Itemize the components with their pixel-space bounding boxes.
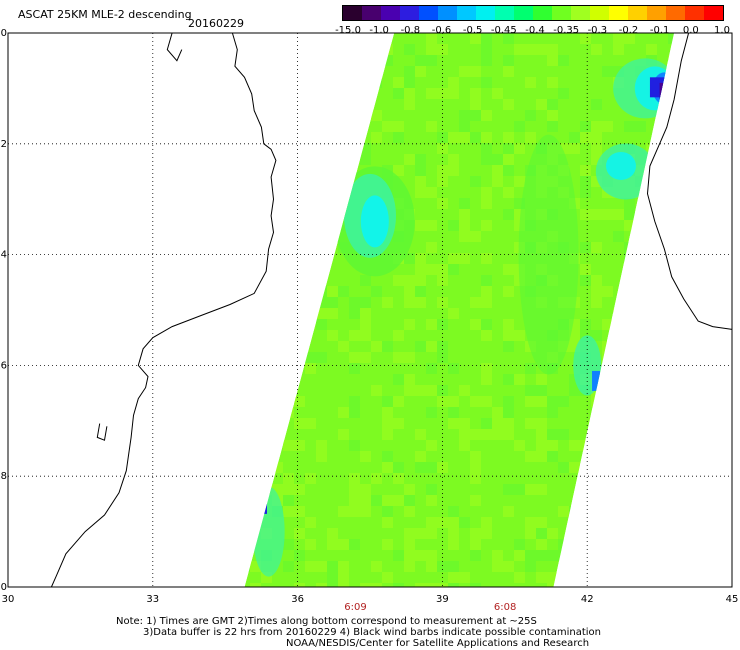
color-scale-label: -1.0 [369,25,389,36]
coastline-mozambique [50,32,277,588]
color-swatch-19 [704,6,723,20]
color-swatch-10 [533,6,552,20]
color-swatch-0 [343,6,362,20]
color-swatch-18 [685,6,704,20]
color-scale-labels: -15.0 -1.0 -0.8 -0.6 -0.5 -0.45 -0.4 -0.35 -0.3-… [330,25,736,37]
purple-cell [659,82,675,113]
note-line-2: 3)Data buffer is 22 hrs from 20160229 4)… [143,627,601,638]
lon-tick-label: 42 [581,594,594,605]
color-swatch-8 [495,6,514,20]
map-frame [7,32,733,588]
color-scale-label: -0.3 [587,25,608,36]
lat-tick-label: -24 [0,250,7,261]
color-scale-label: 1.0 [714,25,730,36]
lat-tick-label: -26 [0,360,7,371]
coastline-madagascar [646,32,733,330]
lon-tick-label: 36 [291,594,304,605]
color-swatch-4 [419,6,438,20]
coastline [50,32,733,588]
color-swatch-1 [362,6,381,20]
color-scale-label: -15.0 [335,25,361,36]
color-scale-label: -0.2 [618,25,639,36]
indigo-cell [649,77,668,98]
lon-tick-label: 33 [146,594,159,605]
product-title: ASCAT 25KM MLE-2 descending [18,8,192,21]
color-swatch-6 [457,6,476,20]
lat-tick-label: -30 [0,582,7,593]
color-scale-label: -0.6 [431,25,452,36]
product-date: 20160229 [188,17,244,30]
time-labels: 6:09 6:08 [344,602,516,613]
coastline-island-north [166,32,183,62]
lat-tick-label: -20 [0,28,7,39]
color-swatch-5 [438,6,457,20]
lat-tick-label: -28 [0,471,7,482]
color-swatch-17 [666,6,685,20]
time-label: 6:08 [494,602,516,613]
color-swatch-2 [381,6,400,20]
blue-cell-coast [592,370,601,391]
lake-outline [96,423,108,441]
color-swatch-14 [609,6,628,20]
color-scale-label: -0.1 [649,25,670,36]
color-swatch-3 [400,6,419,20]
color-swatch-13 [590,6,609,20]
color-swatch-11 [552,6,571,20]
ascat-swath [244,33,675,587]
color-scale-label: -0.4 [525,25,545,36]
note-line-3: NOAA/NESDIS/Center for Satellite Applica… [286,638,590,649]
cyan-patch-east [605,151,636,180]
lat-lon-grid [8,33,732,587]
lon-tick-label: 39 [436,594,449,605]
color-scale-label: -0.35 [553,25,580,36]
cyan-patch-west [360,195,389,248]
color-swatch-16 [647,6,666,20]
color-swatch-7 [476,6,495,20]
lat-tick-label: -22 [0,139,7,150]
color-scale-label: -0.5 [462,25,483,36]
color-scale-label: -0.45 [490,25,517,36]
lon-tick-label: 45 [726,594,739,605]
color-swatch-12 [571,6,590,20]
dark-cell [659,105,670,118]
axis-tick-labels: -20 -22 -24 -26 -28 -3030 33 36 39 42 45 [0,28,738,605]
color-swatch-9 [514,6,533,20]
color-scale-bar [342,5,724,21]
teal-edge-south [252,486,285,577]
lon-tick-label: 30 [2,594,15,605]
color-scale-label: 0.0 [682,25,699,36]
note-line-1: Note: 1) Times are GMT 2)Times along bot… [116,616,537,627]
color-swatch-15 [628,6,647,20]
time-label: 6:09 [344,602,366,613]
indigo-cell-south [258,503,267,514]
color-scale-label: -0.8 [400,25,421,36]
